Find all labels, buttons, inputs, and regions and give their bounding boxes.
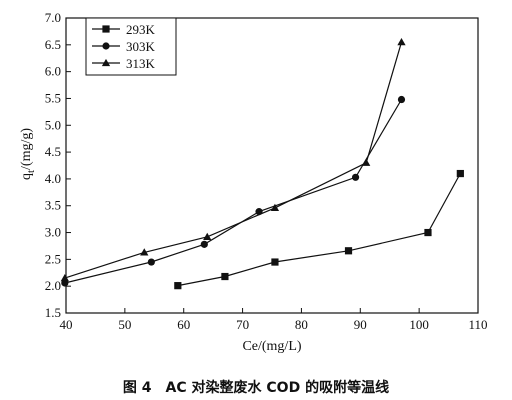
point-triangle-marker [203,232,212,240]
point-triangle-marker [362,158,371,166]
series-303K [61,95,406,287]
x-tick-label: 110 [468,317,487,332]
y-axis-title: qt/(mg/g) [19,128,37,180]
point-triangle-marker [397,37,406,46]
y-tick-label: 1.5 [45,305,61,320]
x-tick-label: 90 [354,317,367,332]
point-triangle-marker [101,58,111,67]
point-circle-marker [147,258,155,266]
legend-label: 313K [126,56,156,71]
y-tick-label: 3.0 [45,225,61,240]
point-triangle-marker [60,273,69,282]
legend-label: 293K [126,22,156,37]
x-tick-label: 100 [409,317,429,332]
series-line [177,173,461,287]
point-circle-marker [200,240,208,248]
figure-caption: 图 4 AC 对染整废水 COD 的吸附等温线 [123,379,389,396]
x-tick-label: 50 [118,317,131,332]
y-axis-title-q: q [19,173,34,180]
series-313K [60,37,406,282]
point-circle-marker [102,42,110,50]
point-square-marker [424,228,432,237]
point-square-marker [221,272,229,281]
y-tick-label: 2.0 [45,278,61,293]
y-axis-title-subscript: t [25,170,37,173]
point-square-marker [271,258,279,266]
y-tick-label: 3.5 [45,198,61,213]
axes: 40 50 60 70 80 90 100 110 1.5 2.0 2.5 3.0 3.5 4.0 4.5 5… [45,10,488,332]
series-line [64,99,403,284]
point-square-marker [456,169,464,178]
x-tick-label: 70 [236,317,249,332]
y-axis-title-unit: /(mg/g) [19,128,34,170]
legend: 293K 303K 313K [85,17,177,76]
y-tick-label: 4.5 [45,144,61,159]
y-tick-label: 6.5 [45,37,61,52]
y-tick-label: 7.0 [45,10,61,25]
point-square-marker [174,282,182,290]
y-tick-label: 2.5 [45,251,61,266]
point-square-marker [344,247,353,255]
y-tick-label: 4.0 [45,171,61,186]
x-tick-label: 60 [177,317,190,332]
series-293K [174,169,464,290]
y-tick-label: 5.0 [45,117,61,132]
x-tick-label: 40 [60,317,73,332]
x-axis-title: Ce/(mg/L) [242,339,301,354]
point-square-marker [102,25,110,33]
x-tick-label: 80 [295,317,308,332]
y-tick-label: 5.5 [45,90,61,105]
point-triangle-marker [140,248,149,256]
legend-label: 303K [126,39,156,54]
series-group [60,37,464,290]
point-triangle-marker [270,203,280,211]
plot-frame [65,17,479,314]
point-circle-marker [351,173,360,181]
series-line [64,41,403,279]
point-circle-marker [397,95,406,104]
y-tick-label: 6.0 [45,64,61,79]
